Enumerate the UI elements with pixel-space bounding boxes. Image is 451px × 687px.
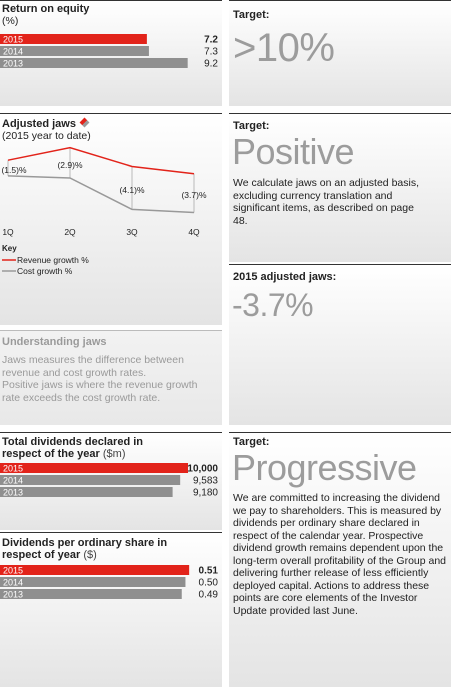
series-line bbox=[7, 146, 195, 175]
paragraph: Positive jaws is where the revenue growt… bbox=[2, 379, 198, 404]
paragraph: We are committed to increasing the divid… bbox=[233, 492, 447, 617]
bar-category: 2015 bbox=[3, 464, 23, 474]
bar bbox=[0, 475, 181, 485]
target-value: >10% bbox=[233, 26, 335, 70]
target-value: Positive bbox=[232, 131, 355, 172]
chart-subtitle: (%) bbox=[2, 15, 19, 27]
bar bbox=[0, 589, 182, 599]
chart-subtitle: ($) bbox=[83, 549, 97, 561]
value-label: 7.2 bbox=[204, 35, 218, 46]
value-label: 9.2 bbox=[204, 59, 218, 70]
icon bbox=[79, 117, 90, 128]
x-tick-label: 2Q bbox=[64, 227, 76, 237]
chart-title-text: Dividends per ordinary share in respect … bbox=[2, 537, 168, 561]
target-label: Target: bbox=[233, 9, 270, 21]
panel bbox=[0, 113, 222, 325]
x-tick-label: 1Q bbox=[2, 227, 14, 237]
bar bbox=[0, 487, 173, 497]
series-line bbox=[7, 175, 195, 214]
target-label: Target: bbox=[233, 120, 270, 132]
bar-category: 2013 bbox=[3, 59, 23, 69]
panel bbox=[229, 113, 451, 262]
bar bbox=[0, 565, 190, 575]
panel bbox=[229, 264, 451, 425]
target-label: Target: bbox=[233, 436, 270, 448]
legend-label: Cost growth % bbox=[17, 266, 73, 276]
bar bbox=[0, 46, 149, 56]
chart: 2015 0.51 2014 0.50 2013 0.49 bbox=[0, 565, 219, 601]
paragraph: Jaws measures the difference between rev… bbox=[2, 354, 184, 379]
bar bbox=[0, 577, 186, 587]
chart: 2015 10,000 2014 9,583 2013 9,180 bbox=[0, 463, 218, 499]
bar-category: 2013 bbox=[3, 590, 23, 600]
chart-subtitle: ($m) bbox=[102, 448, 126, 460]
paragraph: We calculate jaws on an adjusted basis, … bbox=[233, 177, 419, 227]
jaws-label: (3.7)% bbox=[181, 190, 206, 200]
chart-title: Adjusted jaws bbox=[2, 117, 90, 130]
chart: 2015 7.2 2014 7.3 2013 9.2 bbox=[0, 34, 218, 70]
chart-title-text: Total dividends declared in respect of t… bbox=[2, 436, 143, 460]
chart: (1.5)% 1Q (2.9)% 2Q (4.1)% 3Q (3.7)% 4Q Revenue … bbox=[1, 146, 207, 276]
legend-label: Revenue growth % bbox=[17, 255, 89, 265]
panel bbox=[229, 432, 451, 687]
chart-title: Return on equity bbox=[2, 3, 90, 15]
value-label: 10,000 bbox=[187, 464, 218, 475]
x-tick-label: 4Q bbox=[188, 227, 200, 237]
chart-title: Total dividends declared in respect of t… bbox=[2, 436, 182, 460]
panel bbox=[229, 0, 451, 106]
bar-category: 2013 bbox=[3, 488, 23, 498]
panel bbox=[0, 532, 222, 687]
bar-category: 2014 bbox=[3, 476, 23, 486]
bar-category: 2014 bbox=[3, 47, 23, 57]
value-label: 9,180 bbox=[193, 488, 218, 499]
panel bbox=[0, 330, 222, 425]
bar-category: 2015 bbox=[3, 35, 23, 45]
chart-subtitle: (2015 year to date) bbox=[2, 130, 91, 142]
value-label: 7.3 bbox=[204, 47, 218, 58]
section-title: Understanding jaws bbox=[2, 336, 107, 348]
chart-title: Dividends per ordinary share in respect … bbox=[2, 537, 182, 561]
result-value: -3.7% bbox=[232, 287, 314, 323]
target-value: Progressive bbox=[232, 447, 417, 488]
bar bbox=[0, 463, 189, 473]
x-tick-label: 3Q bbox=[126, 227, 138, 237]
bar bbox=[0, 58, 188, 68]
bar-category: 2014 bbox=[3, 578, 23, 588]
result-label: 2015 adjusted jaws: bbox=[233, 271, 337, 283]
value-label: 9,583 bbox=[193, 476, 218, 487]
bar bbox=[0, 34, 147, 44]
legend-title: Key bbox=[2, 244, 17, 253]
value-label: 0.50 bbox=[199, 578, 219, 589]
value-label: 0.51 bbox=[199, 566, 219, 577]
value-label: 0.49 bbox=[199, 590, 219, 601]
jaws-label: (2.9)% bbox=[57, 160, 82, 170]
chart-title-text: Adjusted jaws bbox=[2, 118, 76, 130]
jaws-label: (4.1)% bbox=[119, 185, 144, 195]
jaws-label: (1.5)% bbox=[1, 165, 26, 175]
bar-category: 2015 bbox=[3, 566, 23, 576]
